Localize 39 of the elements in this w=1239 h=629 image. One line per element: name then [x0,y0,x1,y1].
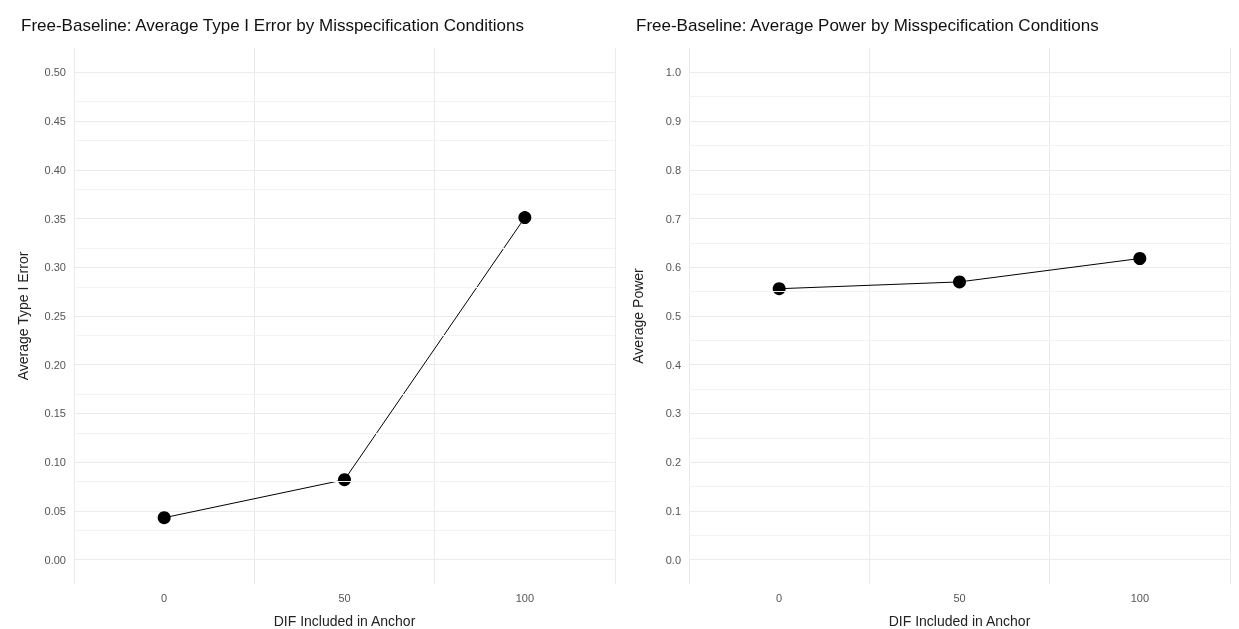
y-tick-label: 0.25 [44,310,66,322]
y-tick-label: 0.7 [665,212,681,225]
point [772,282,786,296]
x-tick-label: 100 [1130,591,1150,604]
chart-title: Free-Baseline: Average Type I Error by Misspecification Conditions [21,16,525,35]
y-tick-label: 0.2 [665,456,681,469]
y-tick-label: 0.00 [44,553,66,566]
y-tick-label: 0.20 [44,358,66,371]
y-tick-label: 0.30 [44,261,66,274]
x-tick-label: 50 [953,591,966,604]
y-tick-label: 0.40 [44,163,66,176]
y-tick-label: 0.05 [44,504,66,517]
point [953,275,966,289]
x-tick-label: 100 [515,591,535,604]
x-axis-title: DIF Included in Anchor [273,613,416,629]
y-tick-label: 0.9 [665,115,681,128]
x-tick-label: 0 [776,591,783,604]
y-tick-label: 1.0 [665,66,681,79]
y-axis-title: Average Power [630,267,646,364]
y-tick-label: 0.6 [665,261,681,274]
point [1133,252,1147,265]
y-tick-label: 0.5 [665,310,681,322]
point [157,511,171,525]
y-tick-label: 0.3 [665,407,681,420]
y-tick-label: 0.50 [44,66,66,79]
point [518,211,532,225]
x-axis-title: DIF Included in Anchor [888,613,1031,629]
y-tick-label: 0.35 [44,212,66,225]
chart-title: Free-Baseline: Average Power by Misspecification Conditions [636,16,1099,35]
y-tick-label: 0.0 [665,553,681,566]
y-axis-title: Average Type I Error [15,251,31,381]
y-tick-label: 0.15 [44,407,66,420]
x-tick-label: 50 [338,591,351,604]
y-tick-label: 0.1 [665,504,681,517]
y-tick-label: 0.4 [665,358,681,371]
y-tick-label: 0.45 [44,115,66,128]
y-tick-label: 0.10 [44,456,66,469]
x-tick-label: 0 [161,591,168,604]
y-tick-label: 0.8 [665,163,681,176]
